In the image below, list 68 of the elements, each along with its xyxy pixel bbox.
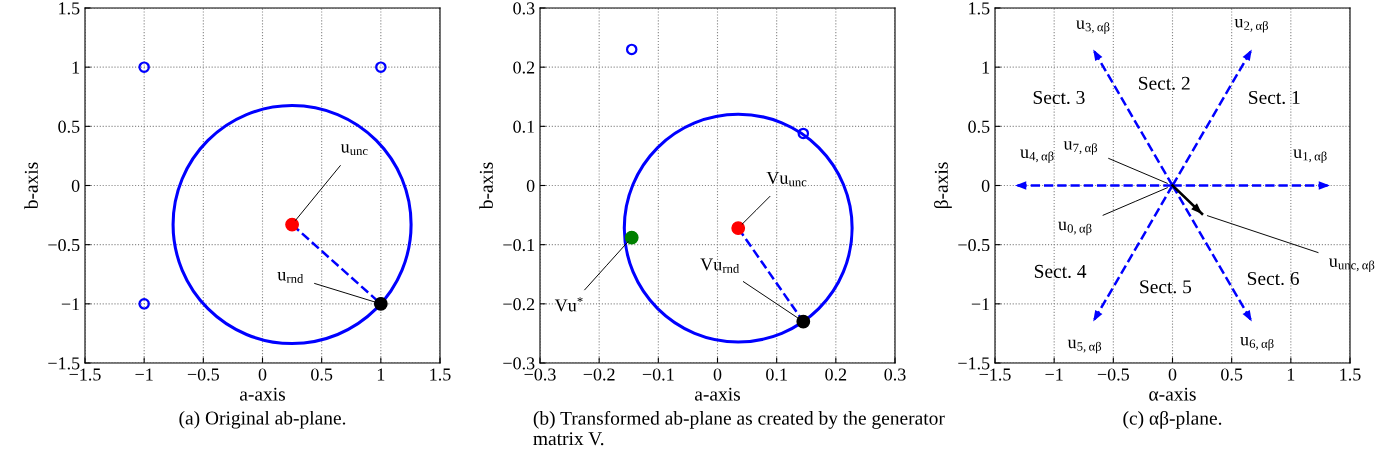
annotation: u$_{1,αβ}$ bbox=[1293, 149, 1327, 164]
annotation: Sect. 2 bbox=[1139, 76, 1190, 90]
x-tick-label: 0.1 bbox=[766, 368, 787, 381]
annotation: u$_{2,αβ}$ bbox=[1234, 19, 1269, 33]
x-tick-label: −0.2 bbox=[583, 368, 615, 381]
y-tick-label: −1 bbox=[61, 298, 80, 311]
annotation: u$_{3,αβ}$ bbox=[1076, 20, 1110, 34]
y-tick-label: 0 bbox=[526, 179, 535, 192]
y-tick-label: 0.1 bbox=[513, 120, 535, 133]
x-tick-label: 0 bbox=[713, 368, 722, 381]
annotation: u$_{6,αβ}$ bbox=[1240, 337, 1274, 351]
y-tick-label: 1.5 bbox=[59, 2, 80, 15]
y-tick-label: 0.5 bbox=[58, 120, 80, 133]
annotation: u$_{7,αβ}$ bbox=[1063, 141, 1098, 155]
y-tick-label: −0.2 bbox=[503, 298, 535, 311]
x-tick-label: 0.3 bbox=[884, 368, 906, 381]
y-tick-label: 1 bbox=[982, 61, 990, 74]
annotation: Sect. 3 bbox=[1033, 90, 1085, 105]
x-tick-label: 0.2 bbox=[825, 368, 847, 381]
annotation: u$_{5,αβ}$ bbox=[1067, 339, 1102, 354]
y-axis-title: b-axis bbox=[24, 162, 38, 210]
y-tick-label: −0.5 bbox=[48, 238, 80, 252]
y-tick-label: 0.3 bbox=[513, 2, 535, 15]
x-axis-title: α-axis bbox=[1149, 387, 1196, 401]
y-tick-label: −1.5 bbox=[48, 357, 80, 370]
annotation: Vu$_{unc}$ bbox=[766, 171, 807, 187]
x-tick-label: −0.5 bbox=[1097, 368, 1129, 381]
x-tick-label: 1.5 bbox=[430, 368, 451, 381]
text: (c) αβ-plane. bbox=[1123, 410, 1222, 429]
x-tick-label: −1 bbox=[1045, 368, 1063, 381]
x-axis-title: a-axis bbox=[694, 387, 741, 401]
annotation: Sect. 1 bbox=[1249, 90, 1300, 105]
annotation: Vu$_{rnd}$ bbox=[700, 258, 740, 273]
annotation: u$_{4,αβ}$ bbox=[1020, 149, 1054, 164]
x-tick-label: 0 bbox=[1168, 368, 1177, 381]
annotation: u$_{rnd}$ bbox=[277, 272, 304, 283]
y-axis-title: b-axis bbox=[479, 162, 493, 210]
annotation: Vu$^{*}$ bbox=[554, 297, 583, 312]
y-axis-title: β-axis bbox=[934, 162, 952, 209]
annotation: Sect. 4 bbox=[1034, 264, 1087, 279]
x-tick-label: 1.5 bbox=[1340, 368, 1361, 381]
x-tick-label: 1 bbox=[1287, 368, 1295, 381]
x-tick-label: 0.5 bbox=[1221, 368, 1243, 381]
y-tick-label: −0.3 bbox=[503, 357, 535, 370]
y-tick-label: −0.1 bbox=[503, 238, 535, 252]
x-tick-label: 1 bbox=[377, 368, 385, 381]
y-tick-label: 0 bbox=[71, 179, 80, 192]
y-tick-label: −0.5 bbox=[958, 238, 990, 252]
annotation: Sect. 5 bbox=[1140, 280, 1192, 294]
y-tick-label: −1 bbox=[971, 298, 990, 311]
x-tick-label: 0 bbox=[258, 368, 267, 381]
text: (b) Transformed ab-plane as created by the generator matrix V. bbox=[533, 410, 945, 446]
annotation: u$_{unc}$ bbox=[340, 144, 368, 156]
annotation: Sect. 6 bbox=[1247, 271, 1299, 286]
text: (a) Original ab-plane. bbox=[179, 410, 346, 429]
annotation: u$_{0,αβ}$ bbox=[1058, 221, 1092, 236]
x-tick-label: 0.5 bbox=[311, 368, 333, 381]
y-tick-label: 1 bbox=[72, 61, 80, 74]
x-tick-label: −1 bbox=[135, 368, 153, 381]
y-tick-label: 0 bbox=[981, 179, 990, 192]
y-tick-label: 0.5 bbox=[968, 120, 990, 133]
y-tick-label: −1.5 bbox=[958, 357, 990, 370]
x-tick-label: −0.3 bbox=[524, 368, 556, 381]
y-tick-label: 1.5 bbox=[969, 2, 990, 15]
y-tick-label: 0.2 bbox=[513, 61, 535, 74]
x-axis-title: a-axis bbox=[239, 387, 286, 401]
x-tick-label: −0.5 bbox=[187, 368, 219, 381]
x-tick-label: −0.1 bbox=[642, 368, 674, 381]
